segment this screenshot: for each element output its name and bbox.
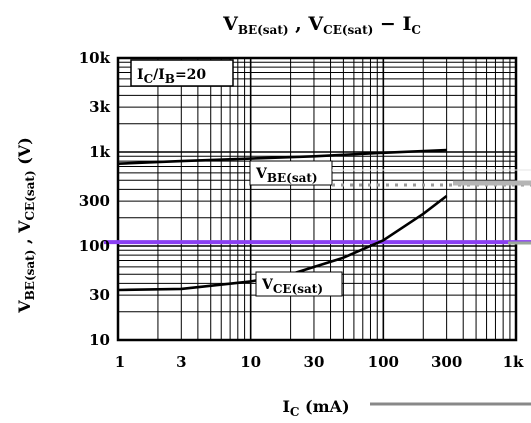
svg-text:VCE(sat): VCE(sat)	[261, 277, 323, 296]
condition-box: IC/IB=20	[130, 59, 234, 87]
chart-marks	[104, 148, 531, 292]
y-tick-label: 100	[79, 237, 110, 255]
x-tick-label: 3	[176, 353, 186, 371]
svg-text:VBE(sat): VBE(sat)	[255, 166, 318, 185]
x-tick-label: 1k	[503, 353, 524, 371]
y-tick-labels: 10 30 100 300 1k 3k 10k	[79, 49, 111, 349]
y-tick-label: 30	[89, 286, 110, 304]
x-tick-label: 300	[431, 353, 462, 371]
x-tick-label: 10	[240, 353, 261, 371]
y-tick-label: 10k	[79, 49, 111, 67]
y-axis-label: VBE(sat) , VCE(sat) (V)	[15, 137, 37, 314]
y-tick-label: 10	[89, 331, 110, 349]
plot-frame	[116, 56, 518, 342]
x-tick-label: 30	[304, 353, 325, 371]
y-tick-label: 300	[79, 192, 110, 210]
artifact-streaks	[332, 169, 531, 406]
x-tick-label: 1	[115, 353, 125, 371]
x-axis-label: IC (mA)	[282, 397, 349, 419]
series-line-vbe-sat	[117, 148, 447, 165]
condition-label: IC/IB=20	[137, 67, 206, 86]
series-label-vce-sat: VCE(sat)	[255, 271, 343, 297]
y-tick-label: 1k	[89, 143, 110, 161]
series-label-vbe-sat: VBE(sat)	[249, 160, 333, 186]
chart-title: VBE(sat) , VCE(sat) − IC	[222, 13, 421, 37]
x-tick-labels: 1 3 10 30 100 300 1k	[115, 353, 524, 371]
chart-grid	[117, 58, 516, 341]
series-line-vce-sat	[117, 194, 448, 292]
y-tick-label: 3k	[89, 98, 110, 116]
x-tick-label: 100	[368, 353, 399, 371]
